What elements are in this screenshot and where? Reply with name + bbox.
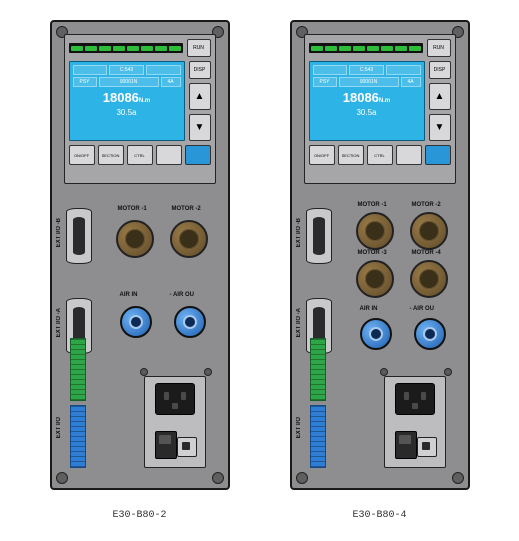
unit-caption: E30-B80-4 — [352, 510, 406, 521]
screw-icon — [56, 472, 68, 484]
lcd-bottom-value: 30.5a — [313, 108, 421, 117]
iec-inlet[interactable] — [155, 383, 195, 415]
fn-button[interactable] — [396, 145, 422, 165]
lcd-cell — [146, 65, 181, 75]
lcd-display: C:543 PSY 00001N 4A 18086N.m 30.5a — [69, 61, 185, 141]
lcd-cell — [73, 65, 108, 75]
lcd-cell: C:543 — [109, 65, 144, 75]
air-in-label: AIR IN — [360, 306, 378, 312]
fn-button-ctrl[interactable]: CTRL — [127, 145, 153, 165]
motor-label: MOTOR -1 — [358, 202, 387, 208]
lcd-cell: 00001N — [339, 77, 399, 87]
ext-io-label: EXT I/O — [56, 417, 62, 438]
ext-io-a-label: EXT I/O -A — [296, 308, 302, 337]
ext-io-label: EXT I/O — [296, 417, 302, 438]
air-in-label: AIR IN — [120, 292, 138, 298]
led-strip — [309, 43, 423, 53]
motor-label: MOTOR -3 — [358, 250, 387, 256]
motor-connector-3[interactable] — [356, 260, 394, 298]
power-module — [144, 376, 206, 468]
lcd-cell — [313, 65, 348, 75]
screw-icon — [140, 368, 148, 376]
down-button[interactable]: ▼ — [429, 114, 451, 141]
lcd-cell: PSY — [73, 77, 97, 87]
dsub-connector-b[interactable] — [66, 208, 92, 264]
run-button[interactable]: RUN — [187, 39, 211, 57]
control-panel: RUN C:543 PSY 00001N 4A 18086N.m — [64, 34, 216, 184]
controller-unit: RUN C:543 PSY 00001N 4A 18086N.m — [50, 20, 230, 490]
motor-connector-1[interactable] — [356, 212, 394, 250]
usb-b-port[interactable] — [177, 437, 197, 457]
fn-button-blue[interactable] — [185, 145, 211, 165]
fn-button-ctrl[interactable]: CTRL — [367, 145, 393, 165]
power-module — [384, 376, 446, 468]
screw-icon — [452, 472, 464, 484]
disp-button[interactable]: DISP — [429, 61, 451, 79]
lcd-main-value: 18086N.m — [73, 90, 181, 105]
terminal-block[interactable] — [70, 338, 86, 468]
ext-io-a-label: EXT I/O -A — [56, 308, 62, 337]
up-button[interactable]: ▲ — [189, 83, 211, 110]
unit-caption: E30-B80-2 — [112, 510, 166, 521]
control-panel: RUN C:543 PSY 00001N 4A 18086N.m — [304, 34, 456, 184]
terminal-blue — [310, 405, 326, 468]
run-button[interactable]: RUN — [427, 39, 451, 57]
motor-label: MOTOR -2 — [172, 206, 201, 212]
fn-button[interactable] — [156, 145, 182, 165]
fn-button-onoff[interactable]: ON/OFF — [309, 145, 335, 165]
power-switch[interactable] — [155, 431, 177, 459]
lcd-cell: C:543 — [349, 65, 384, 75]
lcd-cell — [386, 65, 421, 75]
air-in-connector[interactable] — [120, 306, 152, 338]
screw-icon — [204, 368, 212, 376]
air-out-label: - AIR OU — [170, 292, 194, 298]
down-button[interactable]: ▼ — [189, 114, 211, 141]
ext-io-b-label: EXT I/O -B — [296, 218, 302, 247]
terminal-blue — [70, 405, 86, 468]
air-in-connector[interactable] — [360, 318, 392, 350]
motor-connector-4[interactable] — [410, 260, 448, 298]
motor-label: MOTOR -2 — [412, 202, 441, 208]
air-out-connector[interactable] — [414, 318, 446, 350]
fn-button-blue[interactable] — [425, 145, 451, 165]
fn-button-section[interactable]: SECTION — [338, 145, 364, 165]
motor-label: MOTOR -4 — [412, 250, 441, 256]
lcd-bottom-value: 30.5a — [73, 108, 181, 117]
air-out-label: - AIR OU — [410, 306, 434, 312]
terminal-green — [70, 338, 86, 401]
lcd-cell: 4A — [161, 77, 181, 87]
motor-connector-2[interactable] — [170, 220, 208, 258]
screw-icon — [296, 472, 308, 484]
controller-unit: RUN C:543 PSY 00001N 4A 18086N.m — [290, 20, 470, 490]
power-switch[interactable] — [395, 431, 417, 459]
fn-button-section[interactable]: SECTION — [98, 145, 124, 165]
lcd-main-value: 18086N.m — [313, 90, 421, 105]
terminal-green — [310, 338, 326, 401]
ext-io-b-label: EXT I/O -B — [56, 218, 62, 247]
unit-wrapper: RUN C:543 PSY 00001N 4A 18086N.m — [290, 20, 470, 521]
fn-button-onoff[interactable]: ON/OFF — [69, 145, 95, 165]
up-button[interactable]: ▲ — [429, 83, 451, 110]
terminal-block[interactable] — [310, 338, 326, 468]
iec-inlet[interactable] — [395, 383, 435, 415]
unit-wrapper: RUN C:543 PSY 00001N 4A 18086N.m — [50, 20, 230, 521]
motor-label: MOTOR -1 — [118, 206, 147, 212]
motor-connector-1[interactable] — [116, 220, 154, 258]
lcd-cell: 4A — [401, 77, 421, 87]
usb-b-port[interactable] — [417, 437, 437, 457]
screw-icon — [380, 368, 388, 376]
lcd-display: C:543 PSY 00001N 4A 18086N.m 30.5a — [309, 61, 425, 141]
motor-connector-2[interactable] — [410, 212, 448, 250]
lcd-cell: 00001N — [99, 77, 159, 87]
screw-icon — [212, 472, 224, 484]
led-strip — [69, 43, 183, 53]
lcd-cell: PSY — [313, 77, 337, 87]
disp-button[interactable]: DISP — [189, 61, 211, 79]
air-out-connector[interactable] — [174, 306, 206, 338]
dsub-connector-b[interactable] — [306, 208, 332, 264]
screw-icon — [444, 368, 452, 376]
